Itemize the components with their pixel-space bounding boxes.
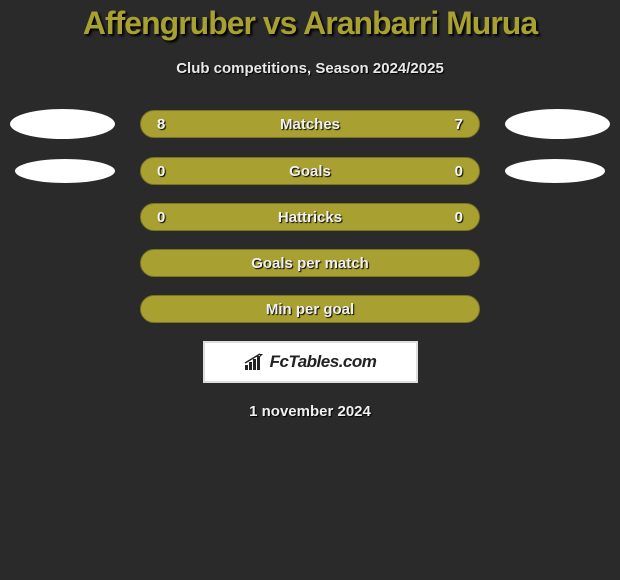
stat-left-value: 0: [157, 209, 177, 226]
team-crest-left: [15, 159, 115, 183]
team-crest-right: [505, 109, 610, 139]
stat-pill-goals-per-match: Goals per match: [140, 249, 480, 277]
team-crest-left: [10, 109, 115, 139]
stat-pill-goals: 0 Goals 0: [140, 157, 480, 185]
comparison-card: Affengruber vs Aranbarri Murua Club comp…: [0, 0, 620, 420]
stat-row-goals: 0 Goals 0: [0, 157, 620, 185]
stat-label: Hattricks: [278, 209, 342, 226]
stat-right-value: 0: [443, 163, 463, 180]
season-subtitle: Club competitions, Season 2024/2025: [0, 60, 620, 77]
stat-pill-matches: 8 Matches 7: [140, 110, 480, 138]
stat-row-hattricks: 0 Hattricks 0: [0, 203, 620, 231]
stat-row-min-per-goal: Min per goal: [0, 295, 620, 323]
date-line: 1 november 2024: [0, 403, 620, 420]
stat-row-matches: 8 Matches 7: [0, 109, 620, 139]
chart-icon: [244, 353, 266, 371]
stat-left-value: 8: [157, 116, 177, 133]
team-crest-right: [505, 159, 605, 183]
stat-label: Min per goal: [266, 301, 354, 318]
stat-label: Matches: [280, 116, 340, 133]
stat-label: Goals: [289, 163, 331, 180]
page-title: Affengruber vs Aranbarri Murua: [0, 5, 620, 42]
stat-right-value: 0: [443, 209, 463, 226]
branding-badge: FcTables.com: [203, 341, 418, 383]
stat-row-goals-per-match: Goals per match: [0, 249, 620, 277]
stat-pill-hattricks: 0 Hattricks 0: [140, 203, 480, 231]
stat-left-value: 0: [157, 163, 177, 180]
stat-right-value: 7: [443, 116, 463, 133]
branding-text: FcTables.com: [270, 352, 377, 372]
stat-pill-min-per-goal: Min per goal: [140, 295, 480, 323]
stat-label: Goals per match: [251, 255, 369, 272]
